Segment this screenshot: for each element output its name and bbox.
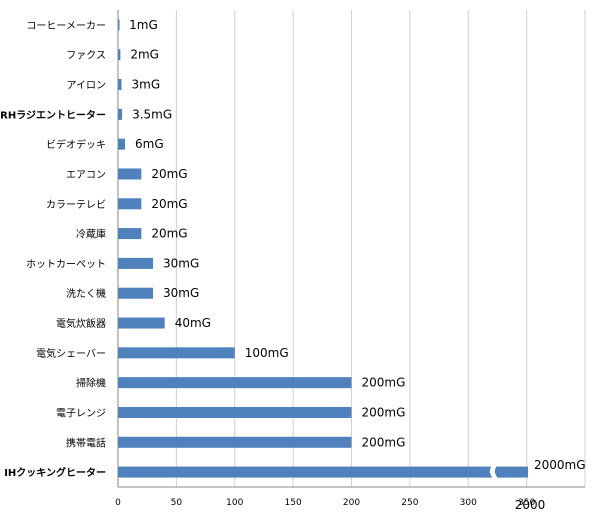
category-label: 電子レンジ [56,407,106,419]
x-tick-label: 200 [343,498,360,508]
bar [118,19,120,31]
bar [118,317,165,329]
data-label: 2000mG [534,458,586,472]
bar [118,168,142,180]
x-tick-label-break: 2000 [515,498,546,512]
category-label: 冷蔵庫 [76,228,106,241]
category-label: 電気シェーバー [36,347,106,360]
data-label: 30mG [163,286,199,300]
data-label: 100mG [245,346,289,360]
data-label: 200mG [362,376,406,390]
category-label: カラーテレビ [46,199,106,211]
category-label: ホットカーペット [26,258,106,270]
data-label: 40mG [175,316,211,330]
category-label: 携帯電話 [66,436,106,449]
bar [118,138,126,150]
category-label: IHクッキングヒーター [4,466,106,479]
x-tick-label: 300 [460,498,477,508]
category-label: アイロン [67,81,107,92]
category-label: 洗たく機 [66,287,106,300]
data-label: 20mG [151,197,187,211]
data-label: 1mG [129,18,158,32]
bar [118,228,142,240]
bar [118,406,352,418]
bar [118,377,352,389]
data-label: 200mG [362,405,406,419]
bar [118,49,121,61]
bar [118,198,142,210]
x-tick-label: 150 [285,498,302,508]
category-label: 掃除機 [76,377,106,390]
grid-lines [117,10,586,488]
category-label: 電気炊飯器 [56,317,106,330]
category-label: ファクス [66,50,106,62]
data-label: 2mG [130,48,159,62]
category-label: エアコン [66,170,106,181]
bar [118,287,154,299]
data-label: 20mG [151,167,187,181]
bar [118,79,122,91]
bar [118,347,235,359]
category-label: RHラジエントヒーター [0,109,106,121]
x-tick-label: 100 [226,498,243,508]
bar [118,436,352,448]
bar [118,257,154,269]
x-tick-label: 50 [171,498,183,508]
x-tick-label: 350 [518,498,535,508]
data-label: 30mG [163,256,199,270]
data-label: 3.5mG [132,107,172,121]
data-label: 3mG [132,78,161,92]
bar [118,108,123,120]
bars [118,19,528,481]
bar [118,466,528,478]
data-labels: 1mG 2mG 3mG 3.5mG 6mG 20mG 20mG 20mG 30mG 30mG 40m… [129,18,585,472]
data-label: 200mG [362,435,406,449]
category-label: コーヒーメーカー [26,20,106,32]
x-tick-label: 250 [401,498,418,508]
category-label: ビデオデッキ [46,138,106,151]
x-tick-label: 0 [115,498,121,508]
data-label: 20mG [151,227,187,241]
data-label: 6mG [135,137,164,151]
axis-break-mark [489,463,499,481]
